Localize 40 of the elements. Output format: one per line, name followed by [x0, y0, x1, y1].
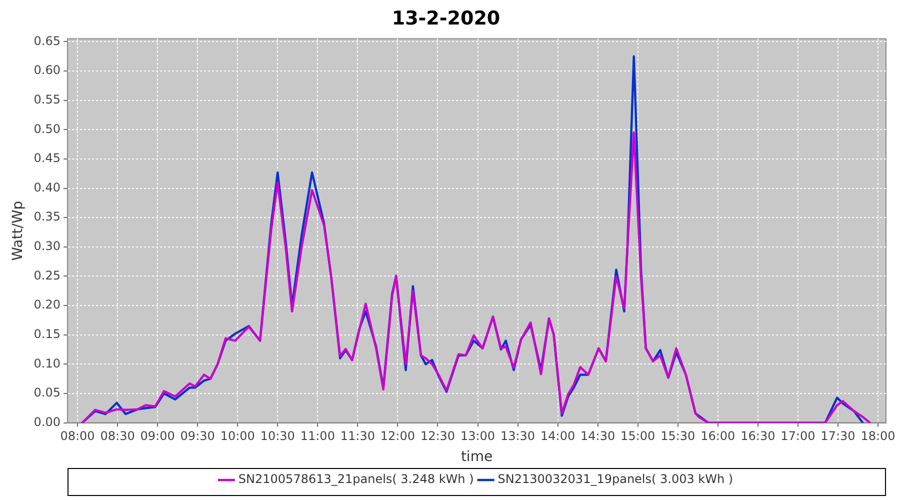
x-tick-label: 15:30 — [660, 429, 696, 444]
y-tick-label: 0.60 — [34, 63, 61, 78]
y-tick-label: 0.45 — [34, 151, 61, 166]
y-tick-label: 0.65 — [34, 34, 61, 48]
y-tick-label: 0.05 — [34, 386, 61, 400]
x-tick-label: 16:30 — [740, 429, 776, 444]
y-tick-label: 0.25 — [34, 268, 61, 282]
y-tick-label: 0.10 — [34, 356, 61, 370]
x-tick-label: 12:30 — [420, 429, 456, 444]
y-axis-title: Watt/Wp — [10, 200, 26, 261]
x-tick-label: 15:00 — [620, 429, 656, 444]
x-tick-label: 11:30 — [340, 429, 375, 444]
legend-label: SN2130032031_19panels( 3.003 kWh ) — [498, 472, 734, 486]
y-tick-label: 0.15 — [34, 326, 61, 341]
x-tick-label: 17:30 — [820, 429, 856, 444]
x-tick-label: 10:00 — [220, 429, 255, 444]
y-tick-label: 0.55 — [34, 92, 61, 106]
x-tick-label: 09:00 — [140, 429, 175, 444]
x-tick-label: 09:30 — [180, 429, 215, 444]
x-tick-label: 08:30 — [100, 429, 135, 444]
y-tick-label: 0.20 — [34, 298, 61, 312]
x-tick-label: 14:00 — [540, 429, 576, 444]
x-tick-label: 10:30 — [260, 429, 295, 444]
chart-title: 13-2-2020 — [392, 7, 500, 30]
y-tick-label: 0.50 — [34, 122, 61, 136]
x-tick-label: 13:30 — [500, 429, 536, 444]
y-tick-label: 0.30 — [34, 239, 61, 254]
legend-label: SN2100578613_21panels( 3.248 kWh ) — [238, 472, 474, 486]
y-tick-label: 0.00 — [34, 414, 61, 429]
x-tick-label: 16:00 — [700, 429, 736, 444]
x-tick-label: 08:00 — [60, 429, 95, 444]
y-tick-label: 0.40 — [34, 180, 61, 194]
x-tick-label: 12:00 — [380, 429, 416, 444]
x-tick-label: 17:00 — [780, 429, 816, 444]
x-tick-label: 11:00 — [300, 429, 335, 444]
x-axis-title: time — [460, 449, 493, 466]
x-tick-label: 18:00 — [860, 429, 896, 444]
x-tick-label: 14:30 — [580, 429, 616, 444]
y-tick-label: 0.35 — [34, 210, 61, 224]
x-tick-label: 13:00 — [460, 429, 496, 444]
